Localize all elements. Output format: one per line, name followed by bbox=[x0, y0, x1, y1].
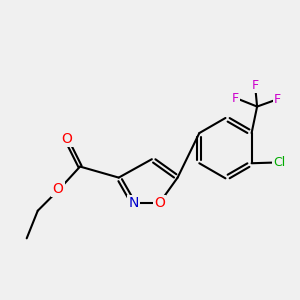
Text: Cl: Cl bbox=[273, 156, 285, 169]
Text: O: O bbox=[52, 182, 63, 196]
Text: O: O bbox=[62, 132, 73, 146]
Text: F: F bbox=[274, 93, 281, 106]
Text: O: O bbox=[154, 196, 165, 210]
Text: N: N bbox=[128, 196, 139, 210]
Text: F: F bbox=[232, 92, 238, 105]
Text: F: F bbox=[252, 79, 259, 92]
